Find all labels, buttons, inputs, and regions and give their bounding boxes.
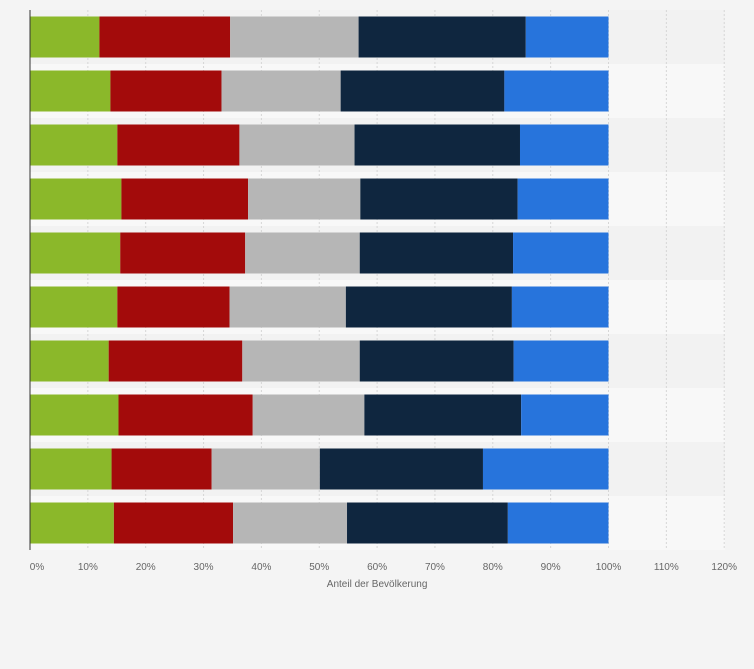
bar-segment xyxy=(239,124,355,166)
bar-segment xyxy=(117,124,240,166)
bar-segment xyxy=(117,286,230,328)
bar-segment xyxy=(507,502,609,544)
bar-segment xyxy=(319,448,483,490)
bar-segment xyxy=(221,70,341,112)
bar-segment xyxy=(521,394,609,436)
bar-segment xyxy=(30,448,112,490)
bar-segment xyxy=(525,16,609,58)
x-tick-label: 40% xyxy=(251,562,271,573)
bar-segment xyxy=(345,286,512,328)
x-axis-label: Anteil der Bevölkerung xyxy=(327,579,428,590)
bar-segment xyxy=(513,232,609,274)
bar-segment xyxy=(30,178,122,220)
x-tick-label: 10% xyxy=(78,562,98,573)
bar-segment xyxy=(120,232,246,274)
bar-segment xyxy=(347,502,508,544)
bar-segment xyxy=(248,178,361,220)
x-tick-label: 90% xyxy=(541,562,561,573)
bars xyxy=(30,16,609,544)
bar-segment xyxy=(30,124,118,166)
bar-segment xyxy=(504,70,609,112)
bar-segment xyxy=(108,340,243,382)
bar-segment xyxy=(230,16,359,58)
bar-segment xyxy=(111,448,212,490)
bar-segment xyxy=(30,70,111,112)
bar-segment xyxy=(359,232,514,274)
bar-segment xyxy=(513,340,609,382)
bar-segment xyxy=(340,70,505,112)
bar-segment xyxy=(121,178,249,220)
x-tick-label: 120% xyxy=(711,562,737,573)
x-tick-label: 20% xyxy=(136,562,156,573)
bar-segment xyxy=(519,124,609,166)
bar-segment xyxy=(252,394,365,436)
bar-segment xyxy=(229,286,346,328)
x-tick-label: 80% xyxy=(483,562,503,573)
x-tick-label: 30% xyxy=(194,562,214,573)
x-tick-label: 100% xyxy=(596,562,622,573)
bar-segment xyxy=(245,232,360,274)
bar-segment xyxy=(242,340,360,382)
x-tick-label: 70% xyxy=(425,562,445,573)
bar-segment xyxy=(359,340,514,382)
bar-segment xyxy=(30,16,100,58)
bar-segment xyxy=(30,286,118,328)
bar-segment xyxy=(118,394,253,436)
x-tick-label: 60% xyxy=(367,562,387,573)
bar-segment xyxy=(30,340,109,382)
bar-segment xyxy=(482,448,609,490)
bar-segment xyxy=(511,286,609,328)
x-tick-labels: 0% 10% 20% 30% 40% 50% 60% 70% 80% 90% 100% 110% 120… xyxy=(30,562,737,573)
bar-segment xyxy=(99,16,231,58)
bar-segment xyxy=(211,448,320,490)
bar-segment xyxy=(233,502,348,544)
bar-segment xyxy=(517,178,609,220)
bar-segment xyxy=(113,502,234,544)
bar-segment xyxy=(110,70,222,112)
bar-segment xyxy=(30,232,121,274)
bar-segment xyxy=(360,178,518,220)
x-tick-label: 0% xyxy=(30,562,45,573)
x-tick-label: 50% xyxy=(309,562,329,573)
bar-segment xyxy=(354,124,520,166)
bar-segment xyxy=(30,502,114,544)
x-tick-label: 110% xyxy=(654,562,679,573)
bar-segment xyxy=(358,16,526,58)
bar-segment xyxy=(364,394,522,436)
bar-segment xyxy=(30,394,119,436)
